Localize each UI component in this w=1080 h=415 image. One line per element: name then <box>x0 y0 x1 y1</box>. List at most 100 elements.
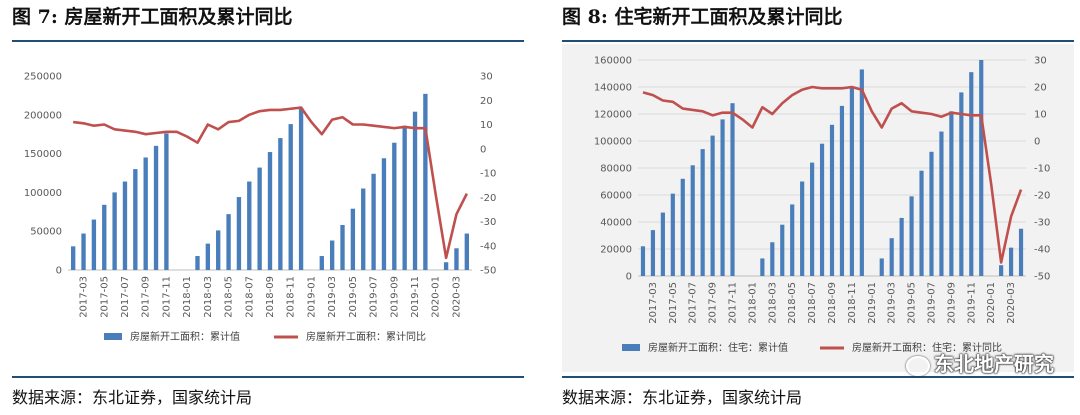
bar <box>298 107 304 270</box>
bar <box>700 149 705 276</box>
x-tick-label: 2019-11 <box>410 276 421 318</box>
bar <box>1008 247 1014 276</box>
right-tick-label: -10 <box>1034 164 1050 175</box>
bar <box>216 230 221 270</box>
bar <box>205 243 211 270</box>
bar <box>402 125 407 270</box>
right-tick-label: -50 <box>1034 272 1050 283</box>
left-tick-label: 0 <box>626 272 632 283</box>
bar <box>650 230 656 276</box>
bar <box>680 178 685 276</box>
bar <box>660 212 665 276</box>
bar <box>819 143 825 276</box>
bar <box>959 92 964 277</box>
bar <box>909 196 914 276</box>
legend-bar-label: 房屋新开工面积：累计值 <box>130 330 240 343</box>
x-tick-label: 2018-07 <box>244 276 255 318</box>
x-tick-label: 2018-09 <box>265 276 276 318</box>
bar <box>350 208 356 270</box>
right-tick-label: -20 <box>1034 191 1050 202</box>
x-tick-label: 2018-07 <box>807 282 818 324</box>
bar <box>112 192 117 270</box>
bar <box>133 169 138 270</box>
source-divider <box>12 376 524 378</box>
chart-area: 0 20000 40000 60000 80000 100000 120000 140000 1… <box>562 44 1074 372</box>
right-tick-label: -30 <box>480 217 496 228</box>
bar <box>939 131 944 276</box>
x-tick-label: 2017-07 <box>120 276 131 318</box>
series-line <box>642 85 1023 264</box>
bar <box>1018 228 1024 276</box>
right-tick-label: -40 <box>480 241 496 252</box>
bar <box>340 224 345 270</box>
x-tick-label: 2019-07 <box>926 282 937 324</box>
title-divider <box>12 40 524 42</box>
bar <box>195 256 200 270</box>
right-tick-label: 20 <box>480 96 493 107</box>
bar <box>91 219 97 270</box>
left-tick-label: 60000 <box>600 191 632 202</box>
bar <box>810 162 815 276</box>
x-tick-label: 2020-01 <box>986 282 997 324</box>
x-tick-label: 2017-09 <box>141 276 152 318</box>
x-tick-label: 2019-09 <box>946 282 957 324</box>
bar <box>226 214 231 270</box>
bar <box>760 258 765 276</box>
left-tick-label: 100000 <box>24 188 62 199</box>
x-tick-label: 2019-07 <box>369 276 380 318</box>
bar <box>969 72 974 277</box>
x-tick-label: 2017-07 <box>688 282 699 324</box>
figure-8-panel: 图 8: 住宅新开工面积及累计同比 0 20000 40000 60000 80000 1… <box>550 0 1080 415</box>
bar <box>899 217 904 276</box>
x-tick-label: 2018-05 <box>224 276 235 318</box>
x-tick-label: 2018-11 <box>286 276 297 318</box>
x-tick-label: 2018-01 <box>747 282 758 324</box>
right-tick-label: 20 <box>1034 83 1047 94</box>
legend-bar-swatch <box>622 344 640 351</box>
bar <box>247 181 252 270</box>
bar <box>278 138 283 270</box>
left-tick-label: 140000 <box>594 83 632 94</box>
x-tick-label: 2019-05 <box>907 282 918 324</box>
right-tick-label: -50 <box>480 266 496 277</box>
left-tick-label: 250000 <box>24 72 62 83</box>
x-tick-label: 2017-11 <box>728 282 739 324</box>
bar <box>164 133 169 270</box>
x-tick-label: 2018-03 <box>203 276 214 318</box>
bar <box>879 258 884 276</box>
x-tick-label: 2019-03 <box>327 276 338 318</box>
bar <box>319 256 324 270</box>
left-tick-label: 200000 <box>24 110 62 121</box>
x-tick-label: 2020-01 <box>431 276 442 318</box>
bar <box>381 158 387 270</box>
right-tick-label: 0 <box>480 144 486 155</box>
bar <box>329 240 335 270</box>
title-divider <box>562 40 1074 42</box>
bar <box>640 246 646 276</box>
bar <box>81 233 86 270</box>
x-tick-label: 2017-03 <box>79 276 90 318</box>
bar <box>288 124 293 270</box>
x-tick-label: 2017-03 <box>648 282 659 324</box>
bar <box>999 265 1004 276</box>
x-tick-label: 2019-01 <box>867 282 878 324</box>
left-tick-label: 150000 <box>24 149 62 160</box>
bar <box>267 152 273 270</box>
bar <box>979 60 984 276</box>
bar <box>889 238 894 276</box>
x-tick-label: 2018-11 <box>847 282 858 324</box>
bar <box>849 87 854 276</box>
bar <box>839 105 845 277</box>
chart-svg: 0 20000 40000 60000 80000 100000 120000 140000 1… <box>594 56 1051 355</box>
bar <box>443 262 449 270</box>
legend-line-label: 房屋新开工面积：住宅：累计同比 <box>852 341 1002 354</box>
x-tick-label: 2017-11 <box>161 276 172 318</box>
wechat-icon <box>906 355 930 376</box>
figure-7-panel: 图 7: 房屋新开工面积及累计同比 0 50000 100000 150000 2000… <box>0 0 530 415</box>
bar <box>949 111 954 276</box>
bar <box>423 93 428 271</box>
x-tick-label: 2019-01 <box>306 276 317 318</box>
legend-bar-swatch <box>104 333 122 340</box>
source-note: 数据来源：东北证券，国家统计局 <box>12 388 253 407</box>
x-tick-label: 2019-09 <box>389 276 400 318</box>
